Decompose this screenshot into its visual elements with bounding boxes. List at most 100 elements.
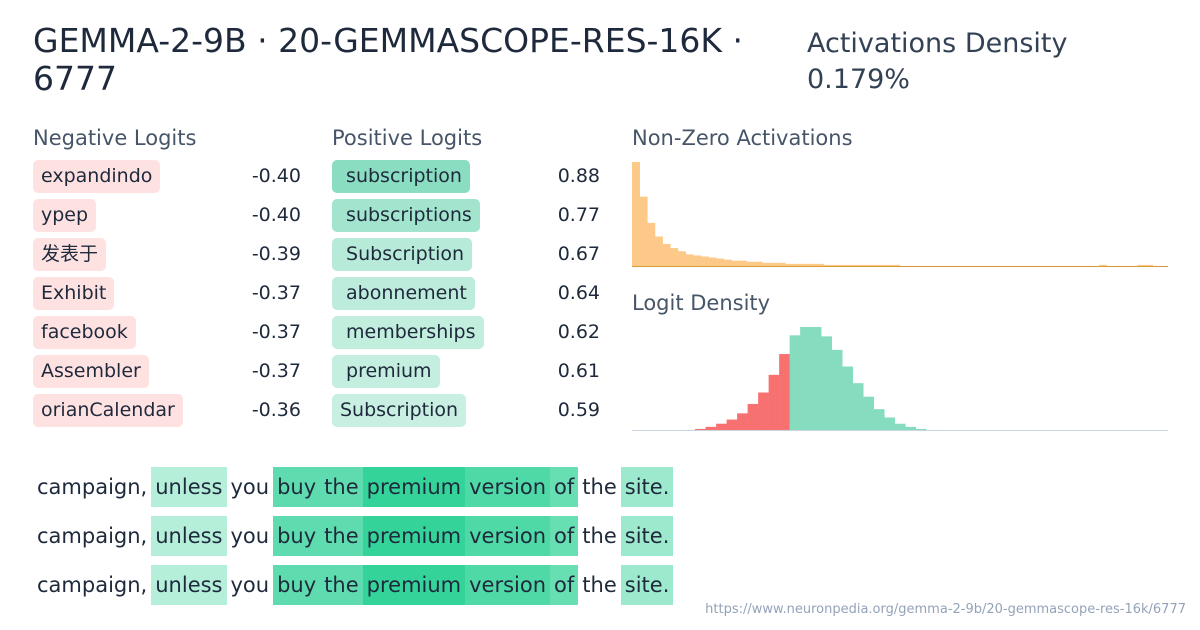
- negative-logit-token: Exhibit: [33, 277, 115, 310]
- activation-bar: [785, 263, 794, 267]
- list-item: Exhibit -0.37: [33, 277, 301, 316]
- activation-bar: [754, 261, 763, 267]
- activation-bar: [700, 256, 709, 267]
- list-item: premium 0.61: [332, 355, 600, 394]
- activation-token: version: [465, 564, 551, 605]
- activation-bar: [731, 260, 740, 267]
- activation-token: unless: [151, 515, 227, 556]
- list-item: ypep -0.40: [33, 199, 301, 238]
- list-item: memberships 0.62: [332, 316, 600, 355]
- activation-token: version: [465, 515, 551, 556]
- logit-density-bar: [894, 423, 906, 431]
- positive-logit-token: abonnement: [332, 277, 475, 310]
- list-item: subscription 0.88: [332, 160, 600, 199]
- positive-logit-token: subscriptions: [332, 199, 480, 232]
- logit-density-bar: [789, 335, 801, 431]
- activation-bar: [632, 162, 640, 267]
- feature-title: GEMMA-2-9B · 20-GEMMASCOPE-RES-16K · 677…: [33, 21, 744, 98]
- negative-logit-value: -0.40: [251, 165, 301, 187]
- positive-logits-heading: Positive Logits: [332, 126, 483, 150]
- negative-logits-list: expandindo -0.40 ypep -0.40 发表于 -0.39 Ex…: [33, 160, 301, 433]
- negative-logit-token: ypep: [33, 199, 97, 232]
- activation-bar: [693, 255, 702, 267]
- activation-token: the: [582, 572, 617, 597]
- activation-token: premium: [362, 564, 466, 605]
- activation-token: premium: [362, 466, 466, 507]
- negative-logit-value: -0.37: [251, 321, 301, 343]
- source-url: https://www.neuronpedia.org/gemma-2-9b/2…: [705, 602, 1186, 617]
- activation-token: the: [320, 515, 363, 556]
- activation-token: campaign,: [37, 523, 148, 548]
- logit-density-histogram: [632, 327, 1168, 431]
- list-item: subscriptions 0.77: [332, 199, 600, 238]
- activation-token: buy: [273, 564, 321, 605]
- list-item: orianCalendar -0.36: [33, 394, 301, 433]
- activation-token: buy: [273, 515, 321, 556]
- activation-token: the: [320, 564, 363, 605]
- activation-token: campaign,: [37, 474, 148, 499]
- activation-bar: [892, 264, 901, 267]
- activation-token: of: [550, 564, 579, 605]
- list-item: expandindo -0.40: [33, 160, 301, 199]
- activation-bar: [1137, 264, 1146, 267]
- activation-bar: [815, 263, 824, 267]
- activation-token: you: [230, 474, 270, 499]
- logit-density-bar: [863, 396, 875, 431]
- activation-token: site.: [620, 466, 674, 507]
- activation-token: the: [320, 466, 363, 507]
- activation-bar: [654, 236, 663, 267]
- activation-bar: [639, 196, 648, 267]
- activation-token: site.: [620, 564, 674, 605]
- positive-logit-value: 0.77: [557, 204, 600, 226]
- list-item: Subscription 0.67: [332, 238, 600, 277]
- negative-logit-token: facebook: [33, 316, 136, 349]
- activation-example-row: campaign, unless you buy the premium version of…: [33, 462, 674, 511]
- activation-bar: [823, 264, 832, 267]
- activation-token: the: [582, 523, 617, 548]
- positive-logit-value: 0.67: [557, 243, 600, 265]
- logit-density-bar: [810, 327, 822, 431]
- logit-density-bar: [842, 366, 854, 431]
- non-zero-activations-heading: Non-Zero Activations: [632, 126, 853, 150]
- activation-token: you: [230, 572, 270, 597]
- activation-token: of: [550, 466, 579, 507]
- positive-logit-value: 0.88: [557, 165, 600, 187]
- logit-density-bar: [821, 336, 832, 431]
- negative-logit-token: Assembler: [33, 355, 149, 388]
- activation-bar: [723, 259, 732, 267]
- activation-token: site.: [620, 515, 674, 556]
- logit-density-bar: [705, 426, 717, 431]
- positive-logit-token: memberships: [332, 316, 484, 349]
- activation-bar: [884, 264, 893, 267]
- logit-density-bar: [747, 403, 759, 431]
- logit-density-bar: [695, 428, 706, 431]
- activation-bar: [777, 262, 786, 267]
- activation-token: campaign,: [37, 572, 148, 597]
- activation-bar: [792, 263, 801, 267]
- positive-logit-value: 0.62: [557, 321, 600, 343]
- activation-example-row: campaign, unless you buy the premium version of…: [33, 560, 674, 609]
- activation-bar: [716, 258, 725, 267]
- logit-density-bar: [915, 428, 927, 431]
- activation-bar: [647, 222, 656, 267]
- activation-bar: [800, 263, 809, 267]
- negative-logit-value: -0.37: [251, 282, 301, 304]
- logit-density-bar: [831, 349, 843, 431]
- activation-bar: [838, 264, 847, 267]
- non-zero-activations-histogram: [632, 162, 1169, 267]
- negative-logit-value: -0.37: [251, 360, 301, 382]
- list-item: Assembler -0.37: [33, 355, 301, 394]
- activation-bar: [708, 257, 717, 267]
- activations-density-value: 0.179%: [807, 64, 910, 95]
- negative-logit-value: -0.39: [251, 243, 301, 265]
- activation-token: of: [550, 515, 579, 556]
- activation-bar: [869, 264, 878, 267]
- logit-density-bar: [800, 327, 811, 431]
- activation-bar: [685, 254, 694, 267]
- negative-logit-token: orianCalendar: [33, 394, 183, 427]
- activations-density-label: Activations Density: [807, 28, 1068, 59]
- logit-density-bar: [779, 354, 790, 431]
- activation-bar: [769, 262, 778, 267]
- activation-bar: [1099, 264, 1108, 267]
- logit-density-bar: [905, 426, 917, 431]
